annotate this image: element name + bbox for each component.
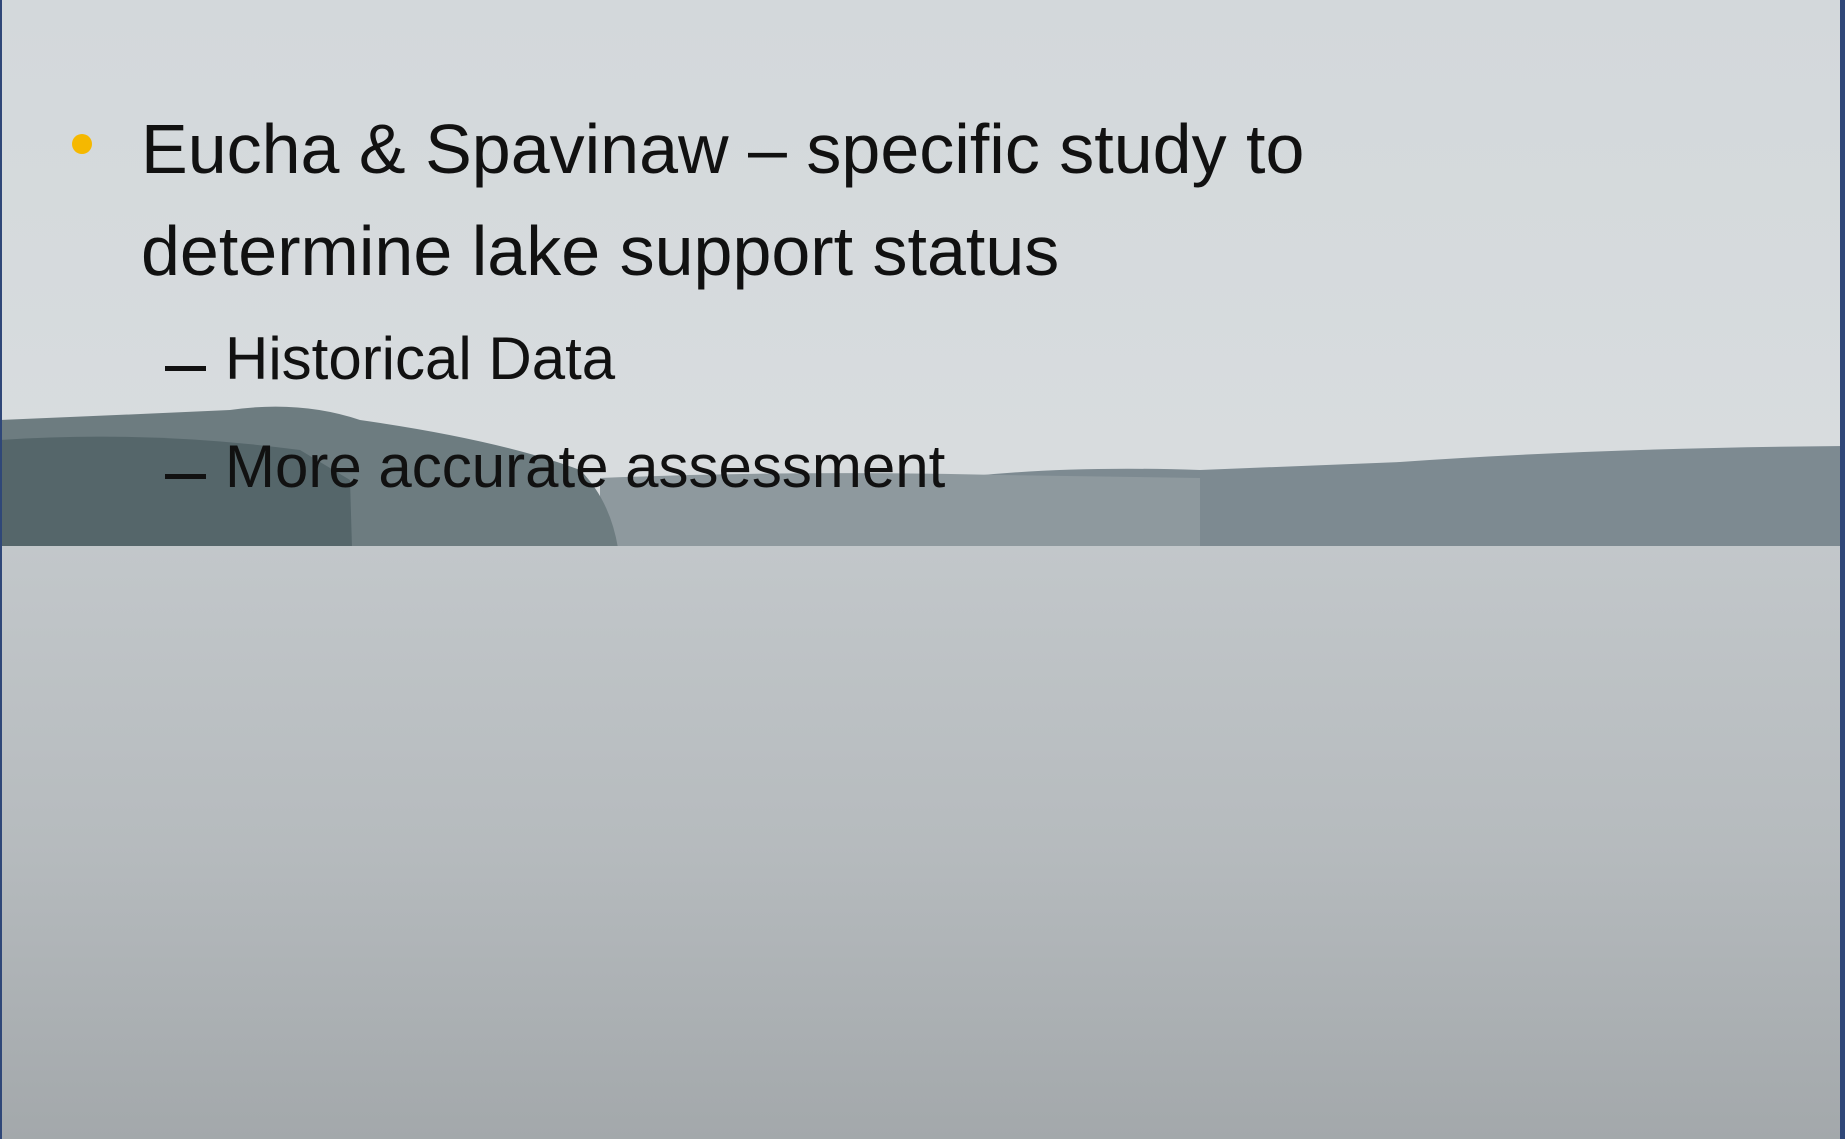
- bullet-text: Eucha & Spavinaw – specific study to det…: [141, 98, 1571, 302]
- bullet-dot: [72, 134, 92, 154]
- sub-bullet-dash: [165, 474, 206, 479]
- sub-bullet-text: Historical Data: [225, 305, 615, 413]
- sub-bullet-dash: [165, 366, 206, 371]
- sub-bullet-text: More accurate assessment: [225, 413, 945, 521]
- slide: Eucha & Spavinaw – specific study to det…: [0, 0, 1845, 1139]
